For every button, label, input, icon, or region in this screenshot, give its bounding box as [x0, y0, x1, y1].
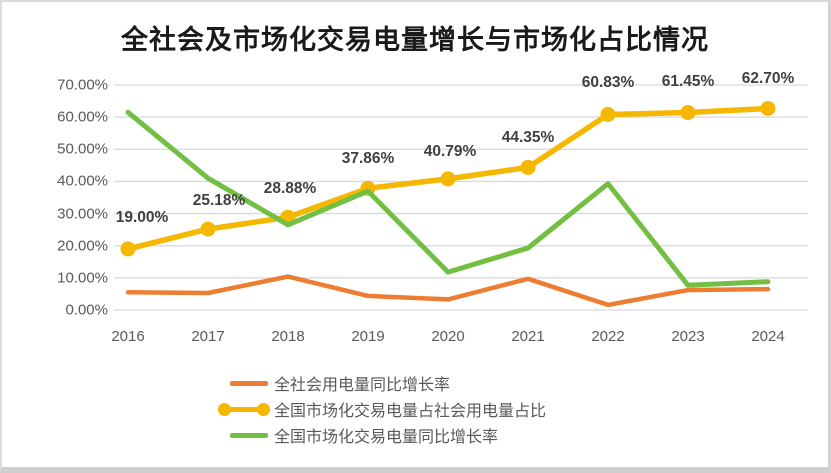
series-marker [600, 107, 616, 122]
plot-area [114, 84, 808, 311]
data-label: 62.70% [741, 70, 795, 88]
series-marker [520, 159, 536, 175]
data-label: 19.00% [115, 208, 169, 226]
green-line-swatch-icon [216, 427, 272, 443]
chart-title: 全社会及市场化交易电量增长与市场化占比情况 [121, 25, 709, 55]
legend-label: 全国市场化交易电量占社会用电量占比 [274, 403, 547, 420]
data-label: 61.45% [661, 73, 715, 91]
legend-item-market-trade-share: 全国市场化交易电量占社会用电量占比 [216, 396, 546, 422]
x-axis-tick: 2021 [511, 328, 545, 345]
y-axis-tick: 10.00% [57, 269, 108, 287]
data-label: 60.83% [581, 74, 635, 92]
data-label: 40.79% [423, 142, 477, 160]
x-axis-tick: 2022 [591, 328, 625, 345]
y-axis-tick: 40.00% [57, 172, 108, 190]
x-axis-tick: 2020 [431, 328, 465, 345]
series-marker [680, 105, 696, 120]
x-axis-tick: 2024 [751, 328, 785, 345]
legend-item-market-trade-growth: 全国市场化交易电量同比增长率 [216, 422, 546, 448]
legend-label: 全国市场化交易电量同比增长率 [274, 429, 499, 446]
series-marker [760, 101, 776, 116]
orange-line-swatch-icon [216, 375, 272, 391]
data-label: 25.18% [192, 192, 246, 210]
y-axis-tick: 20.00% [57, 237, 108, 255]
x-axis-tick: 2019 [351, 328, 385, 345]
data-label: 37.86% [341, 150, 395, 168]
x-axis-tick: 2023 [671, 328, 705, 345]
legend: 全社会用电量同比增长率 全国市场化交易电量占社会用电量占比 全国市场化交易电量同… [216, 370, 546, 448]
data-label: 28.88% [263, 180, 317, 198]
legend-item-total-consumption-growth: 全社会用电量同比增长率 [216, 370, 546, 396]
x-axis-tick: 2018 [271, 328, 305, 345]
legend-label: 全社会用电量同比增长率 [274, 377, 451, 394]
series-marker [440, 171, 456, 187]
series-marker [200, 221, 216, 237]
y-axis-tick: 70.00% [57, 76, 108, 94]
x-axis-tick: 2017 [191, 328, 225, 345]
y-axis-tick: 0.00% [65, 301, 108, 319]
y-axis-tick: 60.00% [57, 108, 108, 126]
data-label: 44.35% [501, 129, 555, 147]
series-line-2 [125, 109, 771, 288]
y-axis-tick: 30.00% [57, 205, 108, 223]
series-marker [120, 241, 136, 257]
x-axis-tick: 2016 [111, 328, 145, 345]
series-line-0 [125, 274, 771, 308]
gold-line-with-markers-swatch-icon [216, 401, 272, 417]
y-axis-tick: 50.00% [57, 140, 108, 158]
